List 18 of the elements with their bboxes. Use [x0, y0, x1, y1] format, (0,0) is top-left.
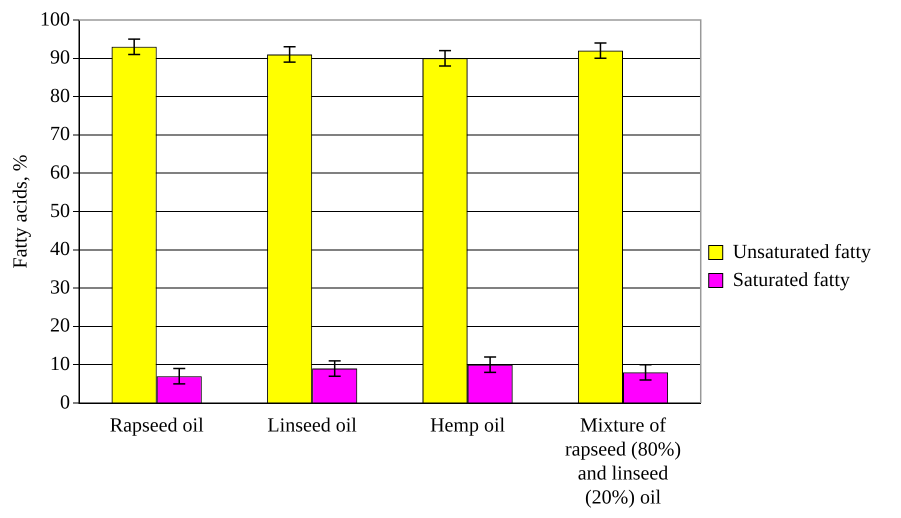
y-axis-title: Fatty acids, % — [9, 154, 32, 268]
y-tick-label: 60 — [50, 161, 70, 184]
legend-label: Saturated fatty — [732, 268, 850, 291]
y-tick-label: 50 — [50, 200, 70, 222]
y-tick-label: 0 — [60, 391, 70, 414]
x-tick-label: Hemp oil — [430, 414, 506, 436]
x-tick-label: Rapseed oil — [110, 414, 204, 436]
y-tick-label: 70 — [50, 123, 70, 146]
y-tick-label: 40 — [50, 238, 70, 260]
y-tick-label: 100 — [40, 8, 70, 30]
y-tick-label: 10 — [50, 352, 70, 375]
y-tick-label: 30 — [50, 276, 70, 298]
y-tick-label: 90 — [50, 46, 70, 69]
legend-label: Unsaturated fatty — [732, 240, 871, 263]
y-tick-label: 20 — [50, 314, 70, 337]
x-tick-label: Mixture of rapseed (80%) and linseed (20%) oil — [564, 414, 682, 508]
y-tick-label: 80 — [50, 84, 70, 107]
x-tick-label: Linseed oil — [267, 414, 358, 436]
